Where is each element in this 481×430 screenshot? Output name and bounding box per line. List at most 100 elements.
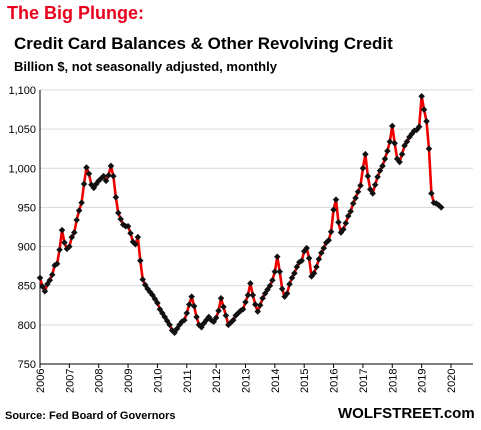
data-point — [291, 269, 298, 277]
data-point — [181, 316, 188, 324]
data-point — [354, 188, 362, 196]
data-point — [374, 173, 381, 181]
data-point — [286, 280, 293, 288]
brand-logo-text: WOLFSTREET.com — [338, 405, 475, 422]
data-point — [352, 194, 359, 202]
data-point — [330, 206, 337, 214]
data-point — [396, 158, 403, 166]
y-tick-label: 800 — [18, 320, 36, 332]
data-point — [222, 312, 230, 319]
x-tick-label: 2016 — [329, 369, 341, 393]
data-point — [266, 282, 274, 289]
x-axis-tick-labels: 2006 2007 2008 2009 2010 2011 2012 2013 2014 2015… — [35, 369, 458, 393]
data-point — [425, 145, 433, 152]
data-point — [315, 255, 323, 263]
data-point — [100, 172, 107, 180]
x-tick-label: 2020 — [446, 369, 458, 393]
data-point — [389, 122, 396, 130]
data-point — [183, 309, 191, 317]
data-point — [244, 291, 252, 299]
data-point — [298, 257, 306, 264]
data-point — [259, 294, 266, 302]
x-tick-label: 2019 — [417, 369, 429, 393]
y-tick-label: 850 — [18, 281, 36, 293]
x-tick-label: 2014 — [270, 369, 282, 393]
data-point — [134, 233, 142, 241]
x-tick-label: 2015 — [299, 369, 311, 393]
data-point — [256, 302, 264, 309]
data-point — [362, 150, 369, 158]
data-point — [379, 162, 386, 170]
data-point — [398, 150, 406, 158]
x-tick-label: 2008 — [94, 369, 106, 393]
data-point — [342, 219, 350, 227]
data-point — [215, 307, 222, 315]
y-tick-label: 1,100 — [8, 85, 36, 97]
data-point — [415, 123, 423, 131]
data-point — [75, 207, 83, 214]
data-point — [278, 285, 286, 293]
data-point — [320, 244, 328, 252]
data-point — [249, 291, 257, 299]
data-point — [288, 274, 296, 282]
data-point — [418, 93, 425, 100]
data-point — [102, 177, 110, 185]
data-point — [78, 199, 85, 206]
data-point — [303, 244, 310, 252]
data-point — [403, 138, 411, 145]
data-point — [428, 190, 435, 197]
data-point — [391, 139, 398, 147]
data-point — [293, 263, 301, 271]
headline: The Big Plunge: — [7, 3, 144, 23]
data-point — [313, 263, 320, 271]
data-point — [132, 240, 139, 248]
data-point — [115, 209, 122, 217]
data-point — [80, 180, 88, 188]
data-point — [310, 269, 318, 277]
data-point — [217, 294, 225, 302]
data-point — [335, 219, 342, 226]
data-point — [437, 204, 445, 211]
data-point — [369, 190, 376, 197]
data-point — [420, 106, 428, 113]
data-point — [107, 162, 115, 170]
data-point — [283, 290, 291, 297]
data-point — [36, 274, 44, 282]
x-tick-label: 2018 — [387, 369, 399, 393]
data-point — [73, 216, 80, 224]
series-line-path — [38, 94, 443, 334]
data-point — [340, 226, 347, 233]
x-tick-label: 2017 — [358, 369, 370, 393]
data-point — [332, 196, 340, 203]
data-point — [376, 167, 384, 174]
chart-title: Credit Card Balances & Other Revolving C… — [14, 34, 393, 53]
data-point — [105, 172, 112, 179]
data-point — [344, 212, 352, 220]
y-tick-label: 950 — [18, 202, 36, 214]
x-tick-label: 2011 — [182, 369, 194, 393]
data-point — [247, 280, 254, 287]
data-point — [384, 147, 391, 155]
data-point — [190, 302, 198, 310]
data-point — [66, 243, 73, 250]
data-point — [325, 237, 332, 244]
data-point — [349, 200, 357, 207]
data-point — [230, 316, 237, 324]
x-tick-label: 2007 — [64, 369, 76, 393]
data-point — [83, 164, 90, 171]
data-point — [117, 215, 124, 223]
data-point — [347, 208, 354, 215]
data-point — [70, 229, 78, 236]
y-tick-label: 750 — [18, 359, 36, 371]
data-point — [110, 172, 117, 180]
data-point — [61, 239, 68, 246]
data-point — [276, 268, 283, 275]
series-line — [38, 94, 443, 334]
data-point — [127, 230, 134, 237]
data-point — [252, 301, 259, 308]
data-point — [364, 172, 372, 180]
gridlines — [40, 89, 473, 326]
data-point — [327, 228, 335, 235]
